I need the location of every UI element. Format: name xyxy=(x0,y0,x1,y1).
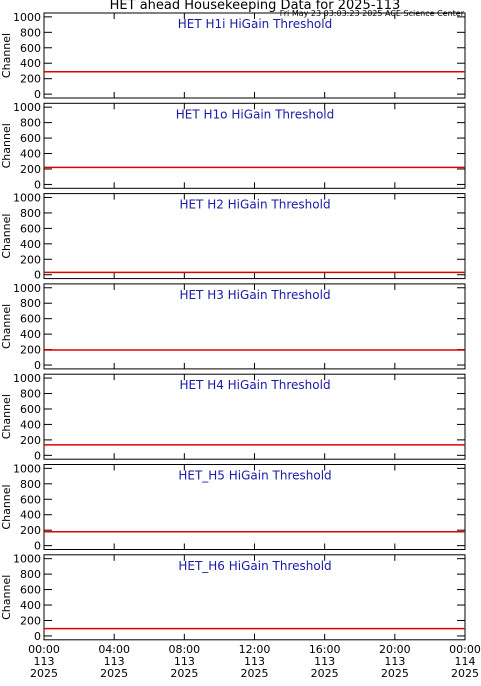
x-tick-label: 20:00 113 2025 xyxy=(379,643,411,680)
y-axis-label: Channel xyxy=(0,33,13,78)
y-tick-label: 600 xyxy=(20,42,41,55)
page-title: HET ahead Housekeeping Data for 2025-113 xyxy=(110,0,401,13)
y-tick-label: 200 xyxy=(20,73,41,86)
y-tick-label: 800 xyxy=(20,478,41,491)
y-tick-label: 200 xyxy=(20,524,41,537)
y-tick-label: 800 xyxy=(20,297,41,310)
y-axis-label: Channel xyxy=(0,394,13,439)
y-tick-label: 200 xyxy=(20,434,41,447)
y-tick-label: 600 xyxy=(20,132,41,145)
panel-title: HET_H6 HiGain Threshold xyxy=(178,559,331,573)
x-tick-label: 12:00 113 2025 xyxy=(239,643,271,680)
y-tick-label: 1000 xyxy=(13,372,41,385)
x-tick-label: 00:00 114 2025 xyxy=(449,643,481,680)
y-axis-label: Channel xyxy=(0,123,13,168)
x-tick-label: 04:00 113 2025 xyxy=(98,643,130,680)
y-tick-label: 200 xyxy=(20,614,41,627)
y-tick-label: 0 xyxy=(34,88,41,101)
y-tick-label: 600 xyxy=(20,403,41,416)
y-tick-label: 200 xyxy=(20,344,41,357)
x-tick-label: 08:00 113 2025 xyxy=(168,643,200,680)
y-axis-label: Channel xyxy=(0,304,13,349)
y-axis-label: Channel xyxy=(0,575,13,620)
y-tick-label: 1000 xyxy=(13,553,41,566)
y-tick-label: 400 xyxy=(20,509,41,522)
panel-title: HET_H5 HiGain Threshold xyxy=(178,469,331,483)
panel-title: HET H4 HiGain Threshold xyxy=(179,378,330,392)
y-tick-label: 600 xyxy=(20,313,41,326)
y-tick-label: 800 xyxy=(20,26,41,39)
y-tick-label: 0 xyxy=(34,540,41,553)
x-tick-label: 16:00 113 2025 xyxy=(309,643,341,680)
y-tick-label: 400 xyxy=(20,418,41,431)
y-tick-label: 200 xyxy=(20,163,41,176)
panel-title: HET H3 HiGain Threshold xyxy=(179,288,330,302)
y-tick-label: 800 xyxy=(20,568,41,581)
y-tick-label: 1000 xyxy=(13,11,41,24)
y-tick-label: 0 xyxy=(34,178,41,191)
panel-title: HET H1o HiGain Threshold xyxy=(176,107,334,121)
y-tick-label: 600 xyxy=(20,584,41,597)
y-tick-label: 400 xyxy=(20,238,41,251)
x-tick-label: 00:00 113 2025 xyxy=(28,643,60,680)
y-tick-label: 1000 xyxy=(13,101,41,114)
y-tick-label: 0 xyxy=(34,359,41,372)
y-tick-label: 1000 xyxy=(13,282,41,295)
y-tick-label: 0 xyxy=(34,269,41,282)
y-tick-label: 400 xyxy=(20,148,41,161)
panel-title: HET H1i HiGain Threshold xyxy=(178,17,332,31)
y-axis-label: Channel xyxy=(0,214,13,259)
y-tick-label: 800 xyxy=(20,117,41,130)
y-tick-label: 0 xyxy=(34,630,41,643)
y-axis-label: Channel xyxy=(0,484,13,529)
panel-title: HET H2 HiGain Threshold xyxy=(179,198,330,212)
y-tick-label: 600 xyxy=(20,493,41,506)
y-tick-label: 400 xyxy=(20,328,41,341)
y-tick-label: 400 xyxy=(20,57,41,70)
y-tick-label: 600 xyxy=(20,222,41,235)
y-tick-label: 0 xyxy=(34,449,41,462)
y-tick-label: 800 xyxy=(20,207,41,220)
y-tick-label: 200 xyxy=(20,253,41,266)
y-tick-label: 1000 xyxy=(13,462,41,475)
y-tick-label: 1000 xyxy=(13,191,41,204)
y-tick-label: 400 xyxy=(20,599,41,612)
y-tick-label: 800 xyxy=(20,388,41,401)
